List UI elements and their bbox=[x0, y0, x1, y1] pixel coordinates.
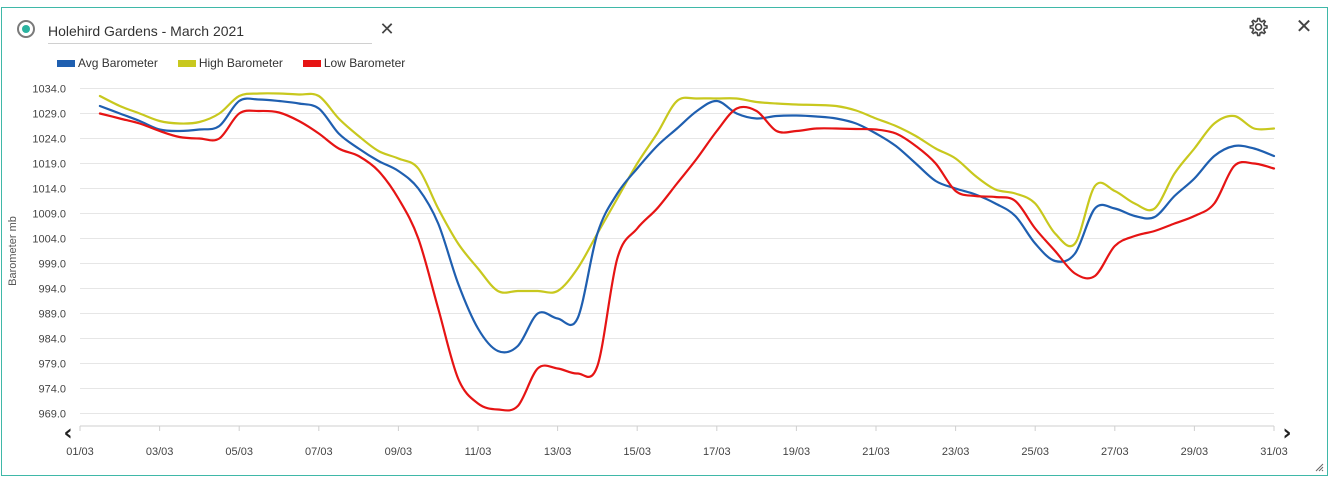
legend-item-high[interactable]: High Barometer bbox=[177, 56, 283, 70]
clear-title-button[interactable]: ✕ bbox=[379, 19, 395, 39]
y-tick-label: 1014.0 bbox=[32, 184, 66, 196]
series-line-avg bbox=[98, 97, 1276, 354]
resize-grip-icon[interactable] bbox=[1314, 462, 1324, 472]
x-tick-label: 07/03 bbox=[305, 446, 333, 458]
status-radio-icon[interactable] bbox=[17, 20, 35, 38]
legend-item-low[interactable]: Low Barometer bbox=[302, 56, 406, 70]
y-tick-label: 994.0 bbox=[38, 284, 66, 296]
x-tick-label: 17/03 bbox=[703, 446, 731, 458]
x-tick-label: 01/03 bbox=[66, 446, 94, 458]
x-tick-label: 11/03 bbox=[465, 446, 492, 458]
x-tick-label: 27/03 bbox=[1101, 446, 1129, 458]
y-tick-label: 984.0 bbox=[38, 334, 66, 346]
x-tick-label: 29/03 bbox=[1181, 446, 1209, 458]
y-tick-label: 969.0 bbox=[38, 409, 66, 421]
y-tick-label: 999.0 bbox=[38, 259, 66, 271]
x-tick-label: 15/03 bbox=[623, 446, 651, 458]
y-tick-label: 989.0 bbox=[38, 309, 66, 321]
y-tick-label: 1004.0 bbox=[32, 234, 66, 246]
x-tick-label: 05/03 bbox=[225, 446, 253, 458]
x-tick-label: 31/03 bbox=[1260, 446, 1288, 458]
y-tick-label: 1034.0 bbox=[32, 84, 66, 96]
y-axis-label: Barometer mb bbox=[7, 216, 19, 286]
x-tick-label: 19/03 bbox=[783, 446, 811, 458]
chart-panel bbox=[1, 7, 1328, 476]
x-tick-label: 25/03 bbox=[1021, 446, 1049, 458]
x-tick-label: 21/03 bbox=[862, 446, 890, 458]
close-panel-button[interactable]: ✕ bbox=[1295, 16, 1313, 38]
y-tick-label: 1024.0 bbox=[32, 134, 66, 146]
x-tick-label: 03/03 bbox=[146, 446, 174, 458]
prev-period-button[interactable]: ‹ bbox=[63, 421, 72, 446]
chart-legend: Avg Barometer High Barometer Low Baromet… bbox=[57, 54, 425, 72]
x-tick-label: 23/03 bbox=[942, 446, 970, 458]
legend-swatch-avg bbox=[57, 59, 75, 67]
gear-icon[interactable] bbox=[1247, 16, 1269, 38]
title-input[interactable] bbox=[48, 18, 372, 44]
x-tick-label: 13/03 bbox=[544, 446, 572, 458]
legend-label-low: Low Barometer bbox=[323, 56, 406, 70]
legend-label-avg: Avg Barometer bbox=[78, 56, 158, 70]
legend-item-avg[interactable]: Avg Barometer bbox=[57, 56, 158, 70]
y-tick-label: 1019.0 bbox=[32, 159, 66, 171]
y-tick-label: 974.0 bbox=[38, 384, 66, 396]
legend-swatch-high bbox=[177, 59, 196, 67]
legend-label-high: High Barometer bbox=[198, 56, 283, 70]
y-tick-label: 1029.0 bbox=[32, 109, 66, 121]
series-line-high bbox=[98, 92, 1276, 294]
y-tick-label: 1009.0 bbox=[32, 209, 66, 221]
series-line-low bbox=[98, 105, 1276, 412]
legend-swatch-low bbox=[302, 59, 321, 67]
y-tick-label: 979.0 bbox=[38, 359, 66, 371]
next-period-button[interactable]: › bbox=[1282, 421, 1291, 446]
x-tick-label: 09/03 bbox=[385, 446, 413, 458]
